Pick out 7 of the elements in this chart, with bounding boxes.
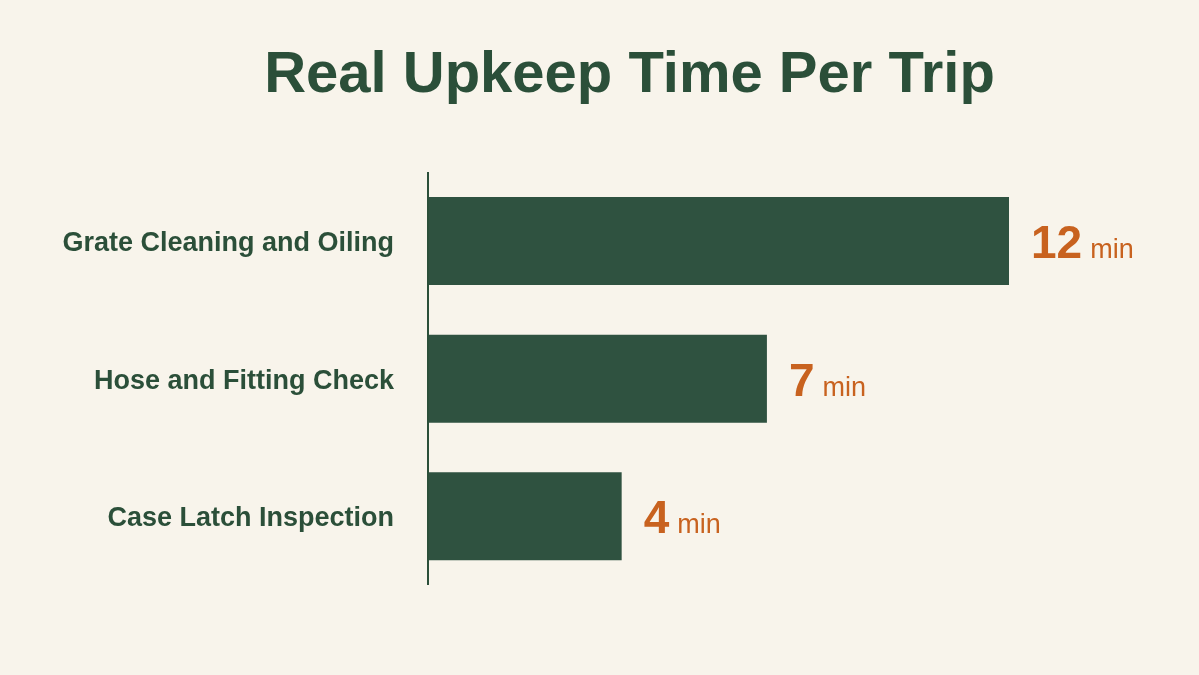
- data-label: 4 min: [643, 491, 721, 544]
- y-tick-label: Hose and Fitting Check: [93, 364, 395, 395]
- y-tick-label: Grate Cleaning and Oiling: [62, 226, 394, 257]
- chart-title: Real Upkeep Time Per Trip: [263, 38, 996, 106]
- y-tick-label: Case Latch Inspection: [107, 502, 394, 533]
- data-label: 12 min: [1031, 216, 1134, 268]
- data-label: 7 min: [788, 353, 867, 406]
